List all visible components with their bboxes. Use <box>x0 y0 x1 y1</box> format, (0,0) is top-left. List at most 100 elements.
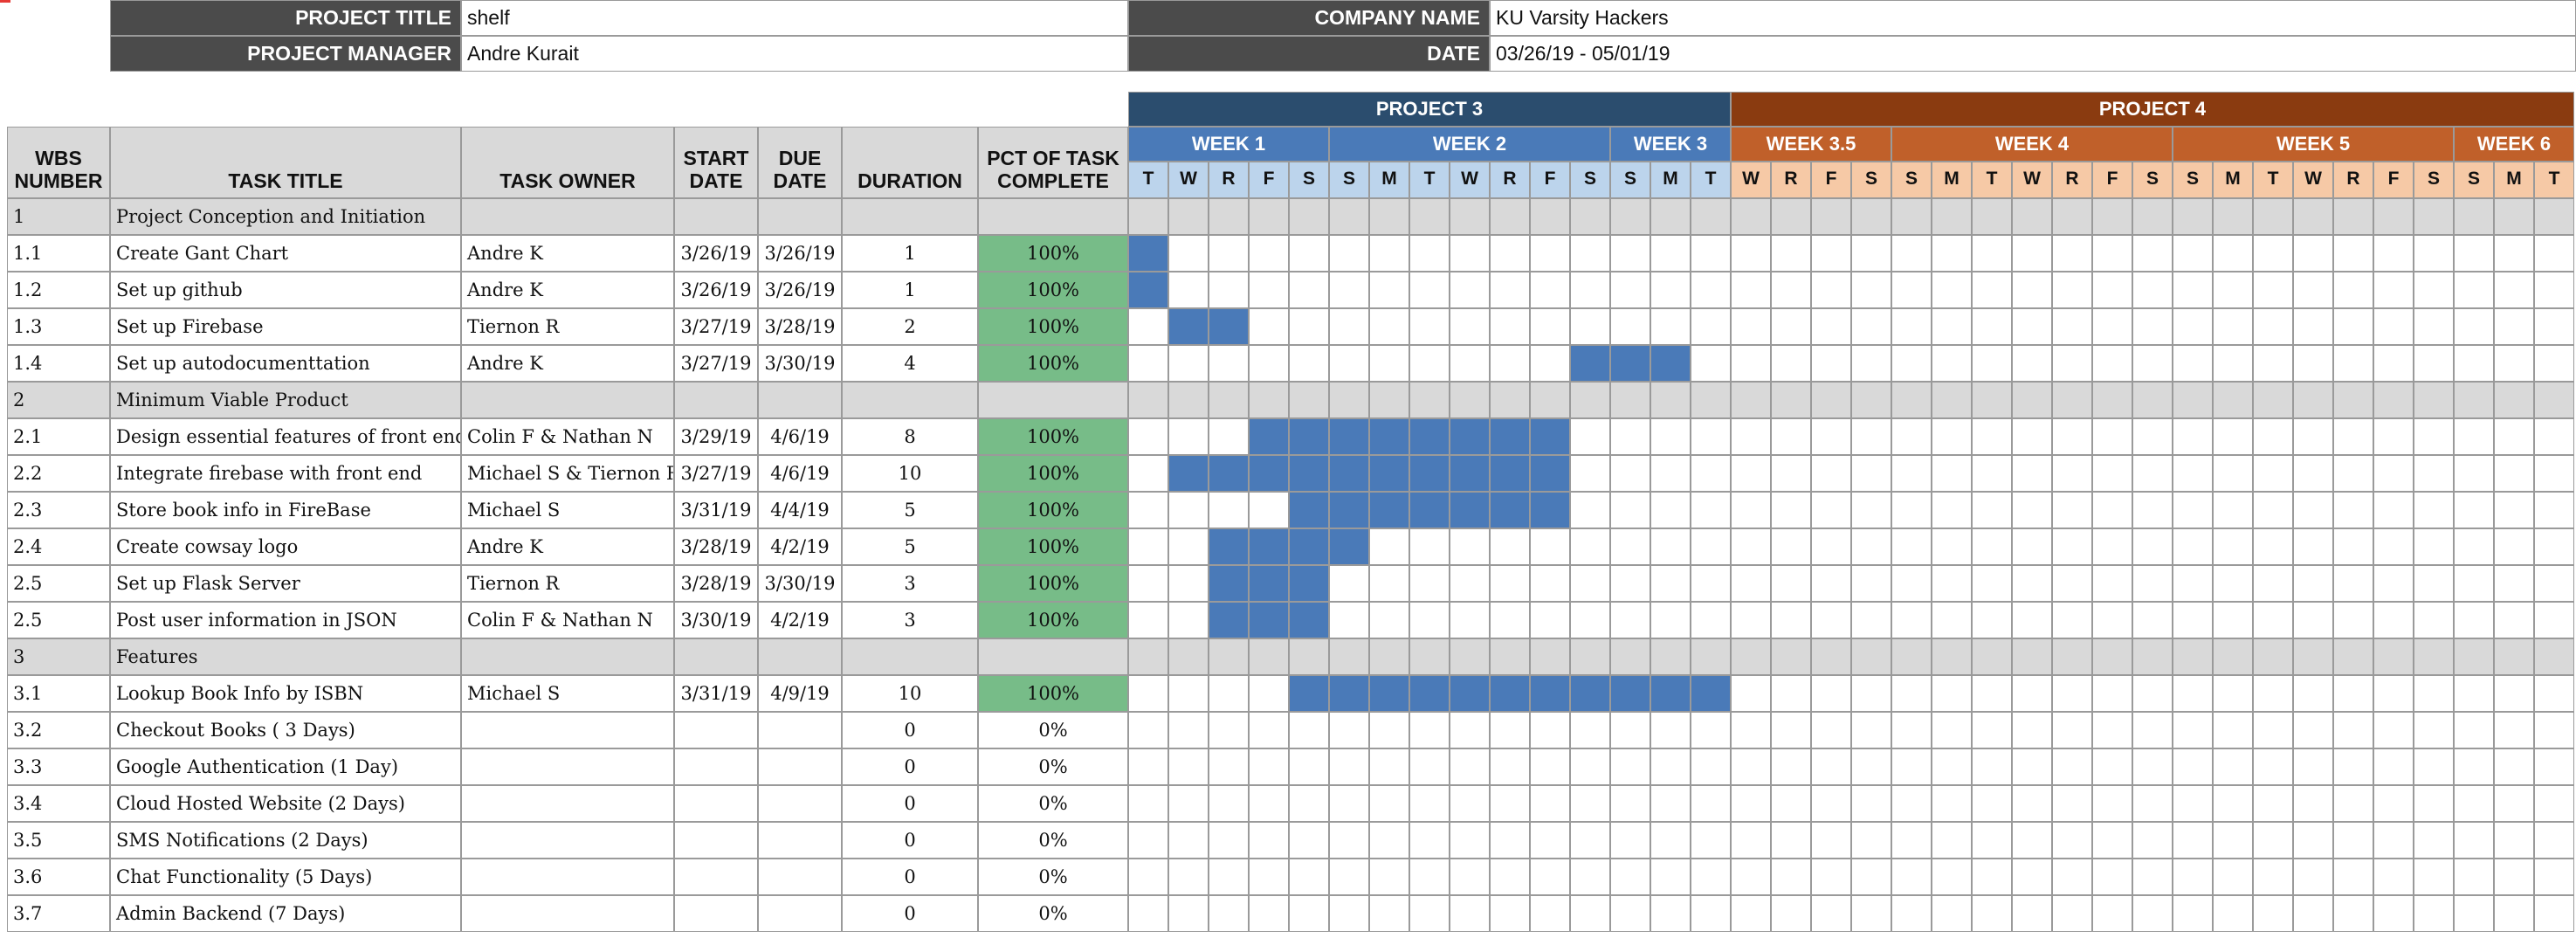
gantt-cell[interactable] <box>1329 602 1369 638</box>
gantt-cell[interactable] <box>1610 272 1650 308</box>
gantt-cell[interactable] <box>1490 565 1530 602</box>
gantt-cell[interactable] <box>2092 712 2132 748</box>
gantt-cell[interactable] <box>1570 602 1610 638</box>
duration-cell[interactable]: 0 <box>842 895 978 932</box>
gantt-cell[interactable] <box>1409 859 1450 895</box>
gantt-cell[interactable] <box>2534 235 2574 272</box>
gantt-cell[interactable] <box>2132 785 2173 822</box>
gantt-cell[interactable] <box>2494 748 2534 785</box>
gantt-cell[interactable] <box>2253 565 2293 602</box>
gantt-cell[interactable] <box>1691 492 1731 528</box>
gantt-cell[interactable] <box>1891 675 1932 712</box>
due-date-cell[interactable] <box>758 859 842 895</box>
gantt-cell[interactable] <box>2494 198 2534 235</box>
gantt-cell[interactable] <box>2132 895 2173 932</box>
gantt-cell[interactable] <box>1851 638 1891 675</box>
gantt-cell[interactable] <box>1891 748 1932 785</box>
gantt-cell[interactable] <box>2132 272 2173 308</box>
gantt-cell[interactable] <box>2333 528 2373 565</box>
gantt-cell[interactable] <box>2333 565 2373 602</box>
gantt-cell[interactable] <box>1369 345 1409 382</box>
gantt-bar-cell[interactable] <box>1691 675 1731 712</box>
gantt-bar-cell[interactable] <box>1329 492 1369 528</box>
gantt-cell[interactable] <box>1731 675 1771 712</box>
gantt-cell[interactable] <box>1409 308 1450 345</box>
gantt-cell[interactable] <box>1409 748 1450 785</box>
gantt-cell[interactable] <box>2494 895 2534 932</box>
gantt-cell[interactable] <box>1209 345 1249 382</box>
gantt-cell[interactable] <box>1530 565 1570 602</box>
gantt-cell[interactable] <box>1610 859 1650 895</box>
gantt-cell[interactable] <box>1650 528 1691 565</box>
gantt-cell[interactable] <box>1369 822 1409 859</box>
gantt-cell[interactable] <box>2092 308 2132 345</box>
gantt-cell[interactable] <box>2534 418 2574 455</box>
gantt-bar-cell[interactable] <box>1409 418 1450 455</box>
pct-complete-cell[interactable]: 100% <box>978 492 1128 528</box>
gantt-cell[interactable] <box>2213 308 2253 345</box>
gantt-cell[interactable] <box>1891 895 1932 932</box>
gantt-bar-cell[interactable] <box>1650 345 1691 382</box>
gantt-cell[interactable] <box>2494 345 2534 382</box>
gantt-cell[interactable] <box>2173 528 2213 565</box>
gantt-cell[interactable] <box>2454 418 2494 455</box>
task-owner-cell[interactable] <box>461 382 674 418</box>
gantt-cell[interactable] <box>1851 748 1891 785</box>
pct-complete-cell[interactable] <box>978 638 1128 675</box>
gantt-cell[interactable] <box>1691 382 1731 418</box>
gantt-cell[interactable] <box>2414 785 2454 822</box>
gantt-cell[interactable] <box>1168 418 1209 455</box>
gantt-cell[interactable] <box>2253 345 2293 382</box>
gantt-cell[interactable] <box>1409 822 1450 859</box>
gantt-cell[interactable] <box>2293 712 2333 748</box>
gantt-cell[interactable] <box>1450 198 1490 235</box>
gantt-cell[interactable] <box>1610 308 1650 345</box>
gantt-cell[interactable] <box>1289 345 1329 382</box>
gantt-cell[interactable] <box>1450 272 1490 308</box>
gantt-bar-cell[interactable] <box>1209 308 1249 345</box>
gantt-cell[interactable] <box>1771 602 1811 638</box>
gantt-cell[interactable] <box>1811 492 1851 528</box>
gantt-cell[interactable] <box>2454 235 2494 272</box>
gantt-cell[interactable] <box>1450 528 1490 565</box>
gantt-cell[interactable] <box>1932 785 1972 822</box>
gantt-cell[interactable] <box>1691 455 1731 492</box>
gantt-cell[interactable] <box>1972 272 2012 308</box>
task-owner-cell[interactable]: Colin F & Nathan N <box>461 418 674 455</box>
gantt-cell[interactable] <box>1570 712 1610 748</box>
gantt-cell[interactable] <box>1570 455 1610 492</box>
gantt-cell[interactable] <box>2132 455 2173 492</box>
gantt-cell[interactable] <box>2534 895 2574 932</box>
gantt-cell[interactable] <box>1490 785 1530 822</box>
gantt-cell[interactable] <box>1691 272 1731 308</box>
gantt-cell[interactable] <box>1450 602 1490 638</box>
task-title-cell[interactable]: Set up Flask Server <box>110 565 461 602</box>
gantt-cell[interactable] <box>1570 859 1610 895</box>
gantt-cell[interactable] <box>1209 895 1249 932</box>
gantt-cell[interactable] <box>1691 235 1731 272</box>
gantt-cell[interactable] <box>1610 418 1650 455</box>
gantt-cell[interactable] <box>2213 345 2253 382</box>
gantt-cell[interactable] <box>1128 565 1168 602</box>
gantt-cell[interactable] <box>1369 308 1409 345</box>
gantt-cell[interactable] <box>1570 418 1610 455</box>
gantt-cell[interactable] <box>1610 895 1650 932</box>
gantt-cell[interactable] <box>1369 235 1409 272</box>
gantt-cell[interactable] <box>2373 859 2414 895</box>
gantt-cell[interactable] <box>1691 785 1731 822</box>
gantt-cell[interactable] <box>1570 895 1610 932</box>
gantt-cell[interactable] <box>1731 602 1771 638</box>
gantt-cell[interactable] <box>1891 345 1932 382</box>
due-date-cell[interactable]: 4/9/19 <box>758 675 842 712</box>
gantt-cell[interactable] <box>1891 382 1932 418</box>
gantt-cell[interactable] <box>1610 382 1650 418</box>
gantt-cell[interactable] <box>1409 602 1450 638</box>
gantt-cell[interactable] <box>1369 748 1409 785</box>
gantt-cell[interactable] <box>2534 785 2574 822</box>
gantt-cell[interactable] <box>1691 822 1731 859</box>
gantt-cell[interactable] <box>1972 895 2012 932</box>
gantt-cell[interactable] <box>1731 822 1771 859</box>
gantt-bar-cell[interactable] <box>1450 418 1490 455</box>
gantt-cell[interactable] <box>1811 712 1851 748</box>
gantt-cell[interactable] <box>1771 638 1811 675</box>
